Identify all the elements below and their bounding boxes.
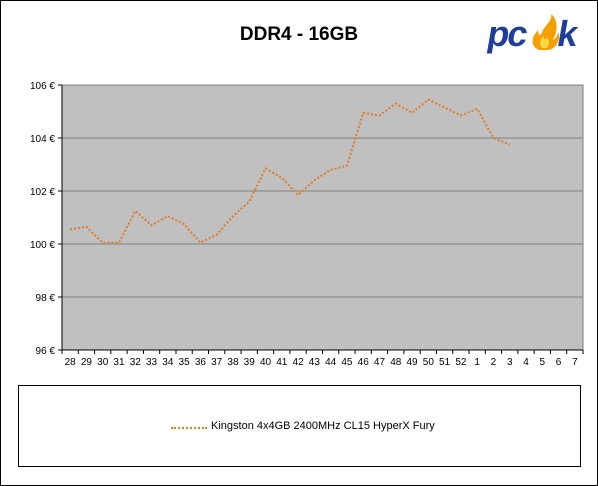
- series-line: [69, 98, 511, 244]
- x-tick-label: 30: [97, 357, 109, 368]
- x-tick-label: 46: [358, 357, 370, 368]
- x-tick-label: 5: [540, 357, 546, 368]
- x-tick-label: 43: [309, 357, 321, 368]
- chart-title: DDR4 - 16GB: [239, 24, 359, 45]
- x-tick-label: 34: [162, 357, 174, 368]
- x-tick-label: 33: [146, 357, 158, 368]
- legend: Kingston 4x4GB 2400MHz CL15 HyperX Fury: [18, 385, 581, 467]
- x-tick-label: 51: [439, 357, 451, 368]
- series-layer: [69, 98, 511, 244]
- x-tick-label: 1: [474, 357, 480, 368]
- y-axis-ticks: 96 € 98 € 100 € 102 € 104 € 106 €: [30, 81, 62, 357]
- x-tick-label: 2: [491, 357, 497, 368]
- x-tick-label: 41: [276, 357, 288, 368]
- x-tick-label: 39: [244, 357, 256, 368]
- pcsk-logo: pc k: [484, 13, 582, 54]
- x-tick-label: 29: [81, 357, 93, 368]
- x-tick-label: 50: [423, 357, 435, 368]
- plot-background: [61, 84, 584, 351]
- legend-swatch: [171, 427, 207, 429]
- x-tick-label: 35: [179, 357, 191, 368]
- x-tick-label: 44: [325, 357, 337, 368]
- svg-text:pc: pc: [484, 13, 531, 54]
- x-tick-label: 37: [211, 357, 223, 368]
- x-tick-label: 4: [523, 357, 529, 368]
- x-tick-label: 36: [195, 357, 207, 368]
- x-tick-label: 7: [572, 357, 578, 368]
- legend-label: Kingston 4x4GB 2400MHz CL15 HyperX Fury: [211, 420, 435, 432]
- x-tick-label: 42: [293, 357, 305, 368]
- x-tick-label: 38: [227, 357, 239, 368]
- x-tick-label: 40: [260, 357, 272, 368]
- x-tick-label: 28: [65, 357, 77, 368]
- y-tick-label: 104 €: [30, 134, 55, 145]
- x-tick-label: 45: [341, 357, 353, 368]
- y-tick-label: 98 €: [36, 293, 56, 304]
- x-tick-label: 31: [113, 357, 125, 368]
- y-tick-label: 106 €: [30, 81, 55, 92]
- x-tick-label: 32: [130, 357, 142, 368]
- x-tick-label: 49: [406, 357, 418, 368]
- y-tick-label: 100 €: [30, 240, 55, 251]
- y-tick-label: 96 €: [36, 346, 56, 357]
- x-tick-label: 6: [556, 357, 562, 368]
- x-tick-label: 52: [455, 357, 467, 368]
- x-tick-label: 48: [390, 357, 402, 368]
- x-tick-label: 3: [507, 357, 513, 368]
- x-tick-label: 47: [374, 357, 386, 368]
- y-tick-label: 102 €: [30, 187, 55, 198]
- x-axis-ticks: 28 29 30 31 32 33 34 35 36 37 38 39 40 41 42 43 44 45 46 47…: [61, 85, 584, 368]
